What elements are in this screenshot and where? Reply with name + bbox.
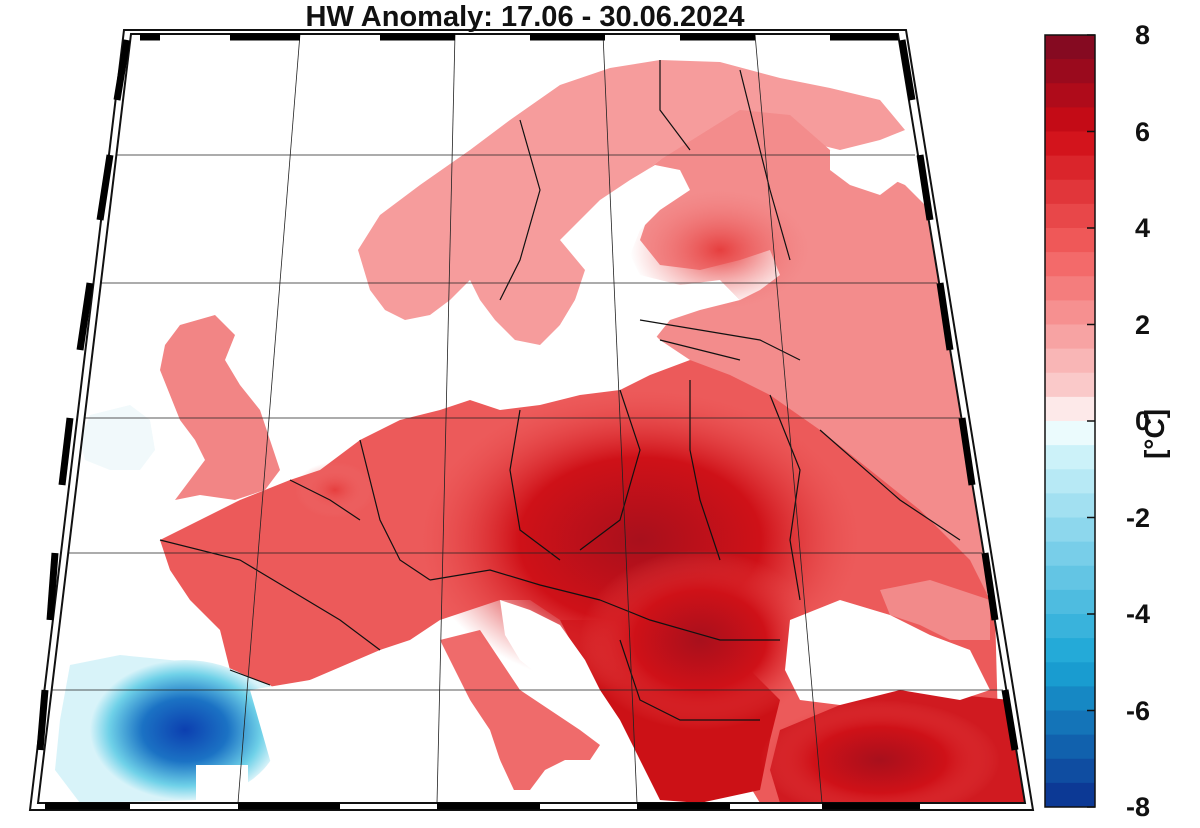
cold-anomaly-iberia: [90, 660, 280, 800]
colorbar-level: [1045, 493, 1095, 518]
colorbar-level: [1045, 710, 1095, 736]
colorbar-level: [1045, 131, 1095, 157]
colorbar-tick-label: 0: [1134, 406, 1150, 436]
colorbar-level: [1045, 324, 1095, 350]
colorbar-level: [1045, 59, 1095, 84]
colorbar-level: [1045, 276, 1095, 301]
colorbar-level: [1045, 83, 1095, 108]
map-panel: [28, 29, 1035, 811]
colorbar-level: [1045, 662, 1095, 687]
colorbar-level: [1045, 686, 1095, 711]
colorbar-level: [1045, 782, 1095, 808]
colorbar-tick-label: 4: [1134, 213, 1150, 243]
colorbar-level: [1045, 565, 1095, 591]
colorbar-level: [1045, 758, 1095, 784]
colorbar-level: [1045, 396, 1095, 422]
hot-anomaly-balkans: [580, 550, 820, 730]
white-sea: [830, 150, 900, 195]
colorbar-level: [1045, 734, 1095, 760]
colorbar-tick-label: -4: [1125, 599, 1150, 629]
graticule: [45, 34, 1003, 803]
hot-anomaly-turkey: [760, 700, 1000, 803]
colorbar-level: [1045, 107, 1095, 132]
country-borders: [159, 60, 961, 721]
great-britain-land: [160, 315, 280, 500]
warm-anomaly-benelux: [295, 462, 375, 518]
colorbar-level: [1045, 517, 1095, 543]
map-title: HW Anomaly: 17.06 - 30.06.2024: [305, 1, 745, 33]
colorbar-unit-label: [°C]: [1139, 408, 1171, 460]
colorbar-level: [1045, 372, 1095, 398]
colorbar-level: [1045, 179, 1095, 205]
italy-land: [440, 630, 600, 790]
colorbar-level: [1045, 203, 1095, 229]
black-sea: [785, 600, 990, 705]
colorbar: [1044, 34, 1096, 808]
crimea-land: [880, 580, 990, 640]
scandinavia-land: [358, 60, 905, 345]
colorbar-level: [1045, 300, 1095, 325]
colorbar-tick-label: -6: [1125, 695, 1150, 726]
colorbar-tick-label: 2: [1134, 309, 1150, 340]
colorbar-tick-label: -2: [1125, 502, 1150, 533]
map-land-layer: [45, 34, 1025, 803]
colorbar-level: [1045, 541, 1095, 567]
baltic-sea: [505, 165, 740, 400]
colorbar-level: [1045, 155, 1095, 181]
colorbar-level: [1045, 228, 1095, 253]
colorbar-tick-label: -8: [1125, 792, 1150, 822]
ireland-land: [80, 405, 155, 470]
colorbar-tick-label: 8: [1134, 20, 1150, 50]
colorbar-level: [1045, 589, 1095, 615]
colorbar-level: [1045, 445, 1095, 470]
mediterranean-sea: [250, 640, 520, 803]
colorbar-level: [1045, 35, 1095, 60]
colorbar-level: [1045, 348, 1095, 374]
map-frame-border: [28, 29, 1035, 811]
colorbar-level: [1045, 614, 1095, 639]
colorbar-tick-label: 6: [1134, 116, 1150, 147]
warm-anomaly-finland: [630, 190, 810, 310]
colorbar-level: [1045, 252, 1095, 277]
colorbar-level: [1045, 638, 1095, 663]
colorbar-level: [1045, 469, 1095, 494]
colorbar-level: [1045, 421, 1095, 446]
